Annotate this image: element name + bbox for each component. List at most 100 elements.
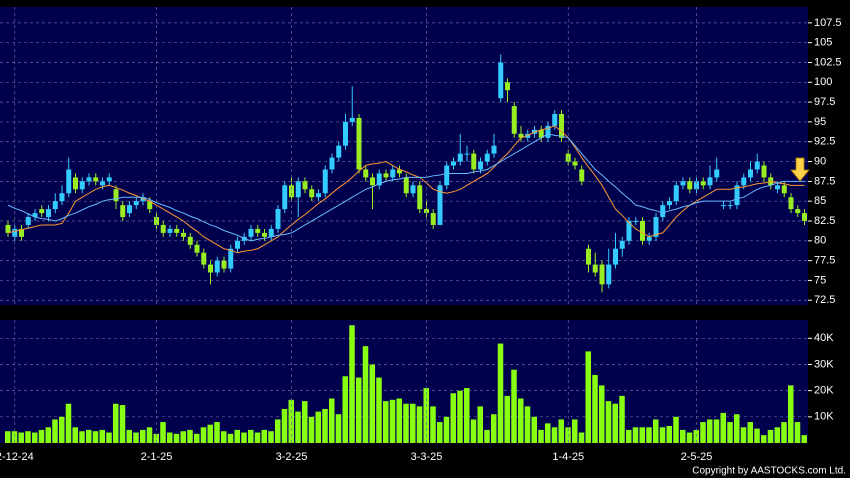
volume-bar [214, 422, 220, 443]
candle-body [626, 220, 632, 241]
candle-body [295, 181, 301, 198]
candle-body [201, 252, 207, 265]
candle-body [781, 185, 787, 194]
volume-bar [11, 431, 18, 443]
volume-bar [592, 374, 598, 443]
candle-body [727, 205, 733, 207]
volume-bar [437, 422, 443, 443]
candle-body [498, 62, 504, 99]
candle-body [12, 228, 18, 237]
candle-body [66, 169, 72, 194]
candle-body [491, 145, 497, 154]
candle-body [52, 201, 58, 210]
volume-bar [389, 399, 396, 443]
volume-bar [713, 419, 720, 443]
volume-bar [99, 429, 105, 443]
volume-bar [632, 427, 639, 443]
volume-bar [234, 429, 240, 443]
volume-bar [518, 398, 524, 443]
volume-bar [45, 427, 51, 443]
volume-bar [72, 427, 78, 443]
volume-bar [288, 399, 294, 443]
candle-body [248, 228, 254, 237]
candle-body [370, 177, 375, 186]
volume-bar [281, 408, 288, 443]
volume-bar [356, 377, 362, 443]
y-tick-label: 30K [814, 358, 834, 370]
candle-body [174, 228, 180, 233]
volume-bar [32, 432, 38, 443]
candle-body [59, 193, 65, 202]
volume-bar [59, 416, 65, 443]
candle-body [187, 236, 193, 245]
candle-body [79, 181, 85, 190]
candle-body [100, 181, 105, 186]
volume-bar [86, 429, 92, 443]
volume-bar [747, 422, 753, 443]
y-tick-label: 20K [814, 385, 834, 397]
volume-bar [153, 433, 159, 443]
candle-body [106, 177, 112, 182]
candle-body [255, 228, 261, 233]
candle-body [86, 177, 92, 182]
candle-body [741, 177, 747, 186]
candle-body [653, 217, 659, 237]
candle-body [120, 205, 126, 218]
candle-body [32, 213, 38, 218]
candle-body [376, 173, 382, 186]
volume-bar [801, 435, 807, 443]
candle-body [775, 185, 780, 190]
y-tick-label: 10K [814, 411, 834, 423]
candle-body [113, 189, 119, 202]
volume-bar [653, 419, 659, 443]
candle-body [694, 181, 699, 190]
candle-body [228, 248, 234, 269]
x-tick-label: 2-12-24 [0, 451, 34, 463]
candle-body [383, 173, 389, 178]
candle-body [282, 185, 288, 210]
volume-bar [754, 428, 760, 443]
volume-bar [160, 422, 166, 443]
candle-body [599, 264, 605, 285]
candle-body [147, 201, 153, 210]
volume-bar [79, 431, 85, 443]
candle-body [586, 248, 591, 265]
volume-bar [578, 432, 585, 443]
y-tick-label: 75 [814, 274, 826, 286]
volume-bar [457, 390, 463, 443]
volume-bar [686, 432, 693, 443]
candle-body [700, 181, 706, 186]
volume-bar [558, 419, 564, 443]
volume-bar [720, 412, 726, 443]
candle-body [511, 106, 517, 134]
candle-body [93, 177, 99, 182]
volume-bar [403, 403, 409, 443]
candle-body [214, 260, 220, 273]
volume-bar [295, 411, 301, 443]
candle-body [363, 169, 369, 178]
candle-body [329, 157, 335, 170]
volume-bar [511, 369, 517, 443]
candle-body [5, 224, 11, 233]
volume-bar [761, 435, 767, 443]
y-tick-label: 77.5 [814, 255, 835, 267]
y-tick-label: 90 [814, 155, 826, 167]
candle-body [802, 213, 807, 221]
volume-bar [349, 325, 355, 443]
candle-body [268, 228, 274, 237]
candle-body [579, 169, 585, 182]
candle-body [680, 181, 686, 186]
candle-body [19, 228, 24, 237]
volume-bar [430, 406, 436, 443]
volume-bar [423, 388, 429, 443]
volume-bar [680, 429, 686, 443]
volume-bar [241, 432, 247, 443]
volume-bar [329, 398, 335, 443]
volume-bar [362, 346, 369, 443]
volume-bar [146, 427, 153, 443]
y-tick-label: 95 [814, 116, 826, 128]
x-tick-label: 3-2-25 [276, 451, 308, 463]
y-tick-label: 107.5 [814, 17, 842, 29]
candle-body [356, 117, 362, 170]
